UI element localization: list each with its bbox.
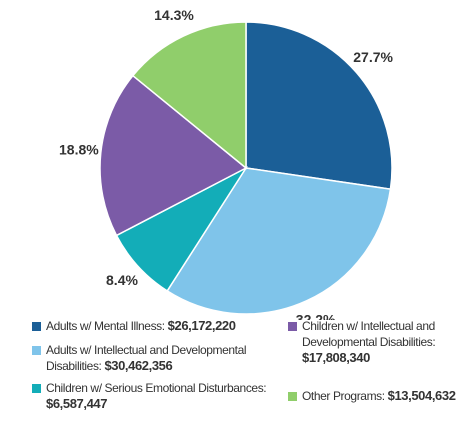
pie-slice <box>245 21 393 191</box>
legend-amount: $26,172,220 <box>167 318 236 333</box>
legend-swatch <box>32 384 41 393</box>
pie-slice <box>131 21 247 170</box>
legend-item: Adults w/ Mental Illness: $26,172,220 <box>32 318 306 334</box>
slice-label: 14.3% <box>154 7 194 23</box>
legend-amount: $13,504,632 <box>387 388 456 403</box>
legend-swatch <box>288 322 297 331</box>
legend-label: Other Programs: <box>302 389 385 403</box>
legend-item: Adults w/ Intellectual and Developmental… <box>32 342 296 374</box>
slice-label: 8.4% <box>106 272 138 288</box>
legend-item: Other Programs: $13,504,632 <box>288 388 475 404</box>
legend-label: Children w/ Serious Emotional Disturbanc… <box>46 381 267 395</box>
legend-amount: $6,587,447 <box>46 396 108 411</box>
legend-amount: $17,808,340 <box>302 350 370 365</box>
legend-amount: $30,462,356 <box>104 358 173 373</box>
legend-label: Adults w/ Mental Illness: <box>46 319 165 333</box>
slice-label: 32.2% <box>296 312 336 320</box>
slice-label: 18.8% <box>59 142 99 158</box>
legend-swatch <box>32 322 41 331</box>
legend-item: Children w/ Intellectual and Development… <box>288 318 475 366</box>
slice-label: 27.7% <box>353 49 393 65</box>
legend-swatch <box>32 346 41 355</box>
legend-label: Adults w/ Intellectual and Developmental… <box>46 343 247 373</box>
legend-swatch <box>288 392 297 401</box>
pie-slice <box>99 74 248 237</box>
pie-chart: 27.7% 32.2% 8.4% 18.8% 14.3% <box>59 7 393 320</box>
legend-item: Children w/ Serious Emotional Disturbanc… <box>32 380 296 412</box>
legend-label: Children w/ Intellectual and Development… <box>302 319 436 349</box>
